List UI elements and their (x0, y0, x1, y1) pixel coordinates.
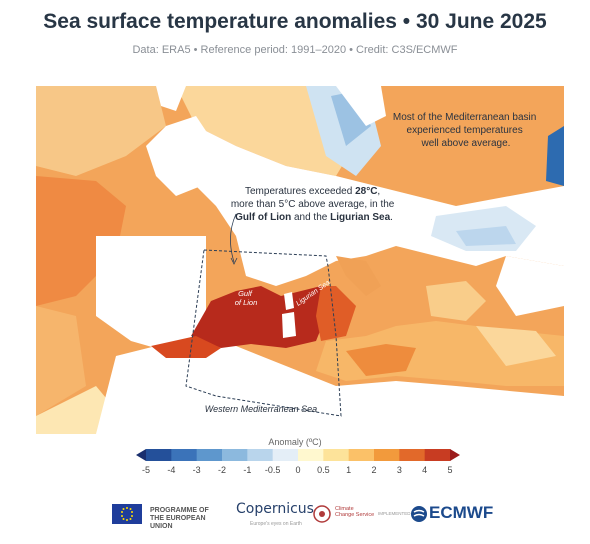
colorbar-max-extend (450, 449, 460, 461)
colorbar (136, 449, 460, 461)
colorbar-segment (374, 449, 400, 461)
colorbar-tick-label: 1 (346, 465, 352, 475)
annotation-med-line1: Most of the Mediterranean basin (393, 112, 536, 123)
tyrrhenian-patch (316, 286, 356, 341)
colorbar-segment (424, 449, 451, 461)
colorbar-tick-label: -3 (192, 465, 201, 475)
colorbar-segment (323, 449, 350, 461)
scandinavia-land (336, 86, 386, 126)
eu-programme-text: PROGRAMME OF THE EUROPEAN UNION (150, 507, 209, 530)
colorbar-segment (298, 449, 324, 461)
colorbar-segment (399, 449, 426, 461)
copernicus-logo: Copernicus (236, 501, 314, 517)
page-subtitle: Data: ERA5 • Reference period: 1991–2020… (132, 44, 458, 56)
label-western-med: Western Mediterranean Sea (205, 404, 317, 414)
iceland-land (156, 86, 186, 111)
colorbar-segment (348, 449, 375, 461)
colorbar-tick-label: 5 (447, 465, 453, 475)
colorbar-tick-label: 4 (422, 465, 428, 475)
atlantic-south-patch (36, 306, 86, 416)
colorbar-segment (146, 449, 172, 461)
colorbar-tick-label: -0.5 (264, 465, 281, 475)
british-isles-land (146, 116, 216, 196)
ecmwf-logo-text: ECMWF (429, 503, 494, 522)
annotation-arrow (230, 213, 237, 263)
north-africa-land (96, 341, 564, 434)
caspian-cold-patch (546, 126, 564, 186)
ionian-patch (346, 344, 416, 376)
colorbar-segment (196, 449, 223, 461)
anatolia-land (496, 256, 564, 316)
legend-title: Anomaly (ºC) (268, 437, 322, 447)
black-sea-cold-patch (456, 226, 516, 246)
svg-text:Most of the Mediterranean basi: Most of the Mediterranean basin experien… (393, 112, 539, 149)
colorbar-tick-label: 2 (371, 465, 377, 475)
alboran-sea-patch (151, 336, 221, 358)
annotation-med-line2: experienced temperatures (407, 125, 523, 136)
colorbar-ticks: -5 -4 -3 -2 -1 -0.5 0 0.5 1 2 3 4 5 (136, 465, 460, 477)
colorbar-tick-label: 3 (396, 465, 402, 475)
colorbar-tick-label: -5 (141, 465, 151, 475)
colorbar-tick-label: -2 (217, 465, 227, 475)
annotation-med-line3: well above average. (421, 138, 511, 149)
colorbar-tick-label: 0 (295, 465, 301, 475)
colorbar-tick-label: -4 (167, 465, 176, 475)
colorbar-segment (171, 449, 198, 461)
adriatic-patch (336, 256, 381, 296)
corsica-land (284, 292, 294, 310)
footer-logos: PROGRAMME OF THE EUROPEAN UNION Copernic… (0, 498, 590, 538)
sst-anomaly-map: Most of the Mediterranean basin experien… (36, 86, 564, 434)
c3s-text: Climate Change Service (335, 506, 375, 518)
eu-flag-icon (112, 504, 142, 524)
colorbar-min-extend (136, 449, 146, 461)
page-title: Sea surface temperature anomalies • 30 J… (43, 10, 547, 33)
label-gulf-of-lion: Gulf of Lion (235, 289, 258, 307)
sardinia-land (282, 312, 296, 338)
atlantic-north-patch (36, 86, 166, 176)
colorbar-segment (247, 449, 274, 461)
copernicus-subtitle: Europe's eyes on Earth (250, 521, 302, 527)
implemented-by-text: IMPLEMENTED BY (378, 511, 418, 516)
colorbar-tick-label: -1 (243, 465, 252, 475)
western-med-box (185, 249, 342, 417)
ecmwf-logo-icon (411, 506, 427, 522)
iberia-land (96, 236, 206, 351)
aegean-patch (426, 281, 486, 321)
colorbar-segment (272, 449, 299, 461)
levantine-patch (476, 326, 556, 366)
colorbar-segment (222, 449, 248, 461)
annotation-gulf: Temperatures exceeded 28°C, more than 5°… (231, 186, 397, 223)
bay-of-biscay-patch (36, 176, 126, 306)
c3s-logo-icon (313, 505, 331, 523)
colorbar-tick-label: 0.5 (317, 465, 330, 475)
